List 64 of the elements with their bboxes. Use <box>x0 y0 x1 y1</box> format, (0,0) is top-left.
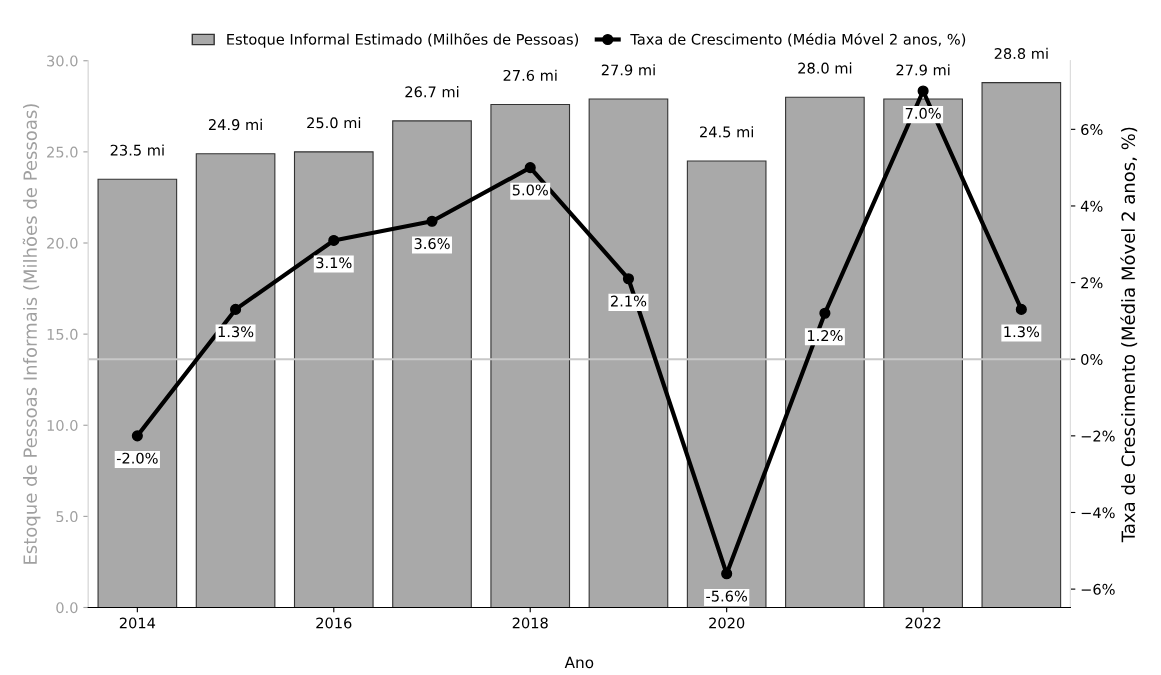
x-tick-label: 2022 <box>905 617 941 629</box>
bar <box>883 98 963 608</box>
data-label: 28.8 mi <box>994 47 1048 60</box>
y-tick-label: 20.0 <box>47 237 78 249</box>
bar <box>490 103 571 608</box>
data-label: 3.6% <box>414 238 450 250</box>
data-label: 26.7 mi <box>405 86 459 98</box>
data-label: 27.9 mi <box>896 64 950 76</box>
data-label: -5.6% <box>706 590 748 602</box>
point <box>426 215 438 227</box>
data-label: 27.9 mi <box>601 64 655 76</box>
x-tick-label: 2014 <box>119 617 156 629</box>
data-label: 28.0 mi <box>798 62 852 74</box>
data-label: 1.3% <box>1004 326 1040 338</box>
data-label: 7.0% <box>905 107 941 119</box>
data-label: 1.3% <box>218 326 254 338</box>
bar <box>195 153 276 608</box>
bar <box>588 98 669 608</box>
point <box>524 162 536 174</box>
y2-tick-label: −2% <box>1081 430 1115 442</box>
x-tick-label: 2020 <box>709 617 745 629</box>
data-label: 25.0 mi <box>307 117 361 129</box>
bar <box>97 178 178 608</box>
y-tick-label: 10.0 <box>47 419 78 431</box>
bar <box>686 160 767 608</box>
point <box>819 307 831 319</box>
y-axis-title: Estoque de Pessoas Informais (Milhões de Pessoas) <box>22 104 41 564</box>
x-tick-label: 2018 <box>512 617 548 629</box>
legend-label: Taxa de Crescimento (Média Móvel 2 anos, %) <box>630 32 966 47</box>
data-label: 23.5 mi <box>110 144 164 156</box>
y-tick-label: 5.0 <box>56 511 78 523</box>
point <box>917 85 929 97</box>
point <box>721 568 733 580</box>
bar <box>981 82 1062 608</box>
y2-tick-label: 4% <box>1080 200 1103 212</box>
y2-axis-title: Taxa de Crescimento (Média Móvel 2 anos, %) <box>1120 127 1138 543</box>
y-tick-label: 15.0 <box>47 328 78 340</box>
data-label: -2.0% <box>116 452 158 464</box>
x-axis-title: Ano <box>564 656 594 669</box>
bar <box>785 96 865 608</box>
y-tick-label: 25.0 <box>47 146 78 158</box>
point <box>328 234 340 247</box>
bar <box>392 120 472 608</box>
data-label: 2.1% <box>610 295 647 307</box>
y2-tick-label: −4% <box>1081 507 1115 519</box>
y2-tick-label: 2% <box>1081 277 1103 289</box>
y2-tick-label: 0% <box>1081 353 1103 365</box>
data-label: 24.9 mi <box>208 118 262 131</box>
y2-tick-label: 6% <box>1081 124 1103 136</box>
data-label: 24.5 mi <box>700 126 753 138</box>
data-label: 5.0% <box>512 184 548 196</box>
legend-label: Estoque Informal Estimado (Milhões de Pessoas) <box>227 33 579 48</box>
data-label: 27.6 mi <box>503 69 557 81</box>
y2-tick-label: −6% <box>1081 583 1115 595</box>
point <box>1015 303 1027 315</box>
y-tick-label: 0.0 <box>56 602 78 614</box>
point <box>131 430 143 442</box>
x-tick-label: 2016 <box>316 617 352 629</box>
point <box>230 303 242 315</box>
data-label: 1.2% <box>807 330 843 342</box>
y-tick-label: 30.0 <box>47 55 78 67</box>
data-label: 3.1% <box>316 257 352 269</box>
bar <box>293 151 374 608</box>
point <box>622 273 635 285</box>
